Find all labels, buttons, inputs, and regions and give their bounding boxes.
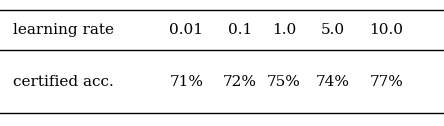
Text: 10.0: 10.0 — [369, 23, 403, 37]
Text: 5.0: 5.0 — [321, 23, 345, 37]
Text: certified acc.: certified acc. — [13, 75, 114, 89]
Text: 77%: 77% — [369, 75, 403, 89]
Text: 0.1: 0.1 — [228, 23, 252, 37]
Text: 1.0: 1.0 — [272, 23, 296, 37]
Text: 0.01: 0.01 — [170, 23, 203, 37]
Text: learning rate: learning rate — [13, 23, 114, 37]
Text: 74%: 74% — [316, 75, 350, 89]
Text: 72%: 72% — [223, 75, 257, 89]
Text: 71%: 71% — [170, 75, 203, 89]
Text: 75%: 75% — [267, 75, 301, 89]
